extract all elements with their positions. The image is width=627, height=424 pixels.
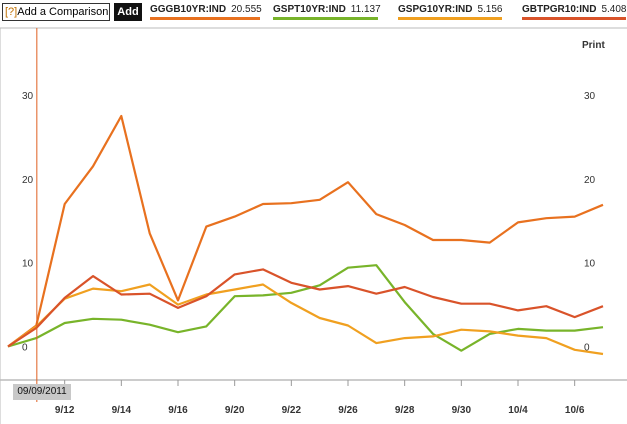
series-lines [7, 114, 604, 356]
legend-value: 5.156 [477, 4, 503, 15]
add-comparison-input[interactable]: [?]Add a Comparison [2, 3, 110, 21]
x-tick-label: 9/20 [225, 405, 245, 416]
y-tick-label-right: 20 [584, 175, 596, 186]
y-tick-label-left: 20 [22, 175, 34, 186]
legend-ticker: GBTPGR10:IND [522, 4, 597, 15]
add-comparison-label: Add a Comparison [17, 6, 109, 18]
legend-value: 20.555 [231, 4, 262, 15]
x-tick-label: 10/6 [565, 405, 585, 416]
y-tick-label-right: 0 [584, 342, 590, 353]
help-icon[interactable]: [?] [5, 6, 18, 18]
y-tick-label-right: 30 [584, 91, 596, 102]
legend-swatch [398, 17, 502, 20]
y-tick-label-left: 30 [22, 91, 34, 102]
legend-ticker: GSPT10YR:IND [273, 4, 346, 15]
series-line-gggb10yr-ind [7, 114, 604, 348]
x-tick-label: 9/16 [168, 405, 188, 416]
y-axis-ticks: 0 0 10 10 20 20 30 30 [22, 91, 596, 353]
legend-swatch [522, 17, 626, 20]
add-button[interactable]: Add [114, 3, 142, 21]
y-tick-label-left: 0 [22, 342, 28, 353]
series-line-gspg10yr-ind [7, 283, 604, 356]
x-tick-label: 9/14 [112, 405, 132, 416]
x-tick-label: 9/26 [338, 405, 358, 416]
legend-swatch [273, 17, 378, 20]
series-line-gbtpgr10-ind [7, 268, 604, 348]
legend-item-gspt10yr[interactable]: GSPT10YR:IND 11.137 [273, 4, 381, 15]
legend-ticker: GGGB10YR:IND [150, 4, 227, 15]
legend-value: 5.408 [601, 4, 627, 15]
crosshair-date-badge: 09/09/2011 [13, 384, 71, 400]
toolbar: [?]Add a Comparison Add GGGB10YR:IND 20.5… [0, 0, 627, 26]
x-tick-label: 10/4 [508, 405, 528, 416]
y-tick-label-left: 10 [22, 259, 34, 270]
legend-item-gspg10yr[interactable]: GSPG10YR:IND 5.156 [398, 4, 503, 15]
x-tick-label: 9/22 [282, 405, 302, 416]
legend-ticker: GSPG10YR:IND [398, 4, 473, 15]
x-axis-ticks: 9/12 9/14 9/16 9/20 9/22 9/26 9/28 9/30 10/4 10/6 [55, 380, 585, 416]
x-tick-label: 9/12 [55, 405, 75, 416]
legend-item-gbtpgr10[interactable]: GBTPGR10:IND 5.408 [522, 4, 626, 15]
legend-value: 11.137 [350, 4, 381, 15]
print-link[interactable]: Print [582, 40, 605, 51]
x-tick-label: 9/28 [395, 405, 415, 416]
legend-item-gggb10yr[interactable]: GGGB10YR:IND 20.555 [150, 4, 262, 15]
y-tick-label-right: 10 [584, 259, 596, 270]
series-line-gspt10yr-ind [7, 264, 604, 352]
chart-frame [0, 27, 627, 424]
legend-swatch [150, 17, 260, 20]
x-tick-label: 9/30 [452, 405, 472, 416]
